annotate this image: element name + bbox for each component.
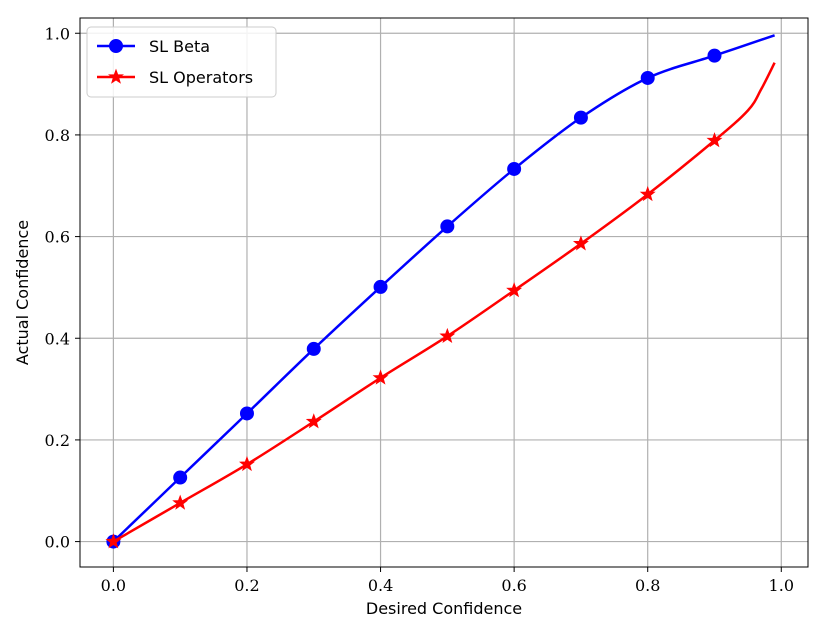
ticks: 0.0 0.2 0.4 0.6 0.8 1.0 0.0 0.2 0.4 0.6 0.8 1.0 — [45, 24, 794, 595]
series-1 — [105, 62, 776, 549]
x-tick-label: 0.0 — [101, 576, 126, 595]
data-point — [706, 132, 723, 148]
legend-marker — [109, 39, 123, 53]
data-point — [506, 282, 523, 298]
x-tick-label: 0.6 — [501, 576, 526, 595]
legend-label: SL Operators — [149, 68, 253, 87]
data-point — [440, 219, 455, 234]
y-tick-label: 1.0 — [45, 24, 70, 43]
data-point — [507, 161, 522, 176]
grid — [80, 18, 808, 567]
data-point — [572, 235, 589, 251]
plot-frame — [79, 17, 809, 568]
legend-marker — [108, 68, 124, 84]
x-tick-label: 0.8 — [635, 576, 660, 595]
data-point — [173, 470, 188, 485]
data-point — [573, 110, 588, 125]
series-layer — [105, 34, 776, 549]
data-point — [639, 186, 656, 202]
legend-box — [86, 26, 277, 98]
data-point — [373, 279, 388, 294]
x-tick-label: 0.2 — [234, 576, 259, 595]
legend: SL Beta SL Operators — [86, 26, 277, 98]
x-axis-label: Desired Confidence — [366, 599, 522, 618]
data-point — [239, 406, 254, 421]
y-axis-label: Actual Confidence — [13, 220, 32, 365]
series-line — [112, 34, 776, 543]
data-point — [105, 533, 122, 549]
data-point — [306, 341, 321, 356]
data-point — [172, 494, 189, 510]
legend-label: SL Beta — [149, 37, 210, 56]
x-tick-label: 1.0 — [769, 576, 794, 595]
y-tick-label: 0.0 — [45, 533, 70, 552]
y-tick-label: 0.8 — [45, 126, 70, 145]
data-point — [439, 327, 456, 343]
data-point — [640, 70, 655, 85]
x-tick-label: 0.4 — [368, 576, 393, 595]
data-point — [372, 369, 389, 385]
data-point — [707, 48, 722, 63]
data-point — [305, 413, 322, 429]
y-tick-label: 0.4 — [45, 329, 70, 348]
series-0 — [106, 34, 776, 549]
y-tick-label: 0.6 — [45, 228, 70, 247]
data-point — [239, 455, 255, 472]
y-tick-label: 0.2 — [45, 431, 70, 450]
